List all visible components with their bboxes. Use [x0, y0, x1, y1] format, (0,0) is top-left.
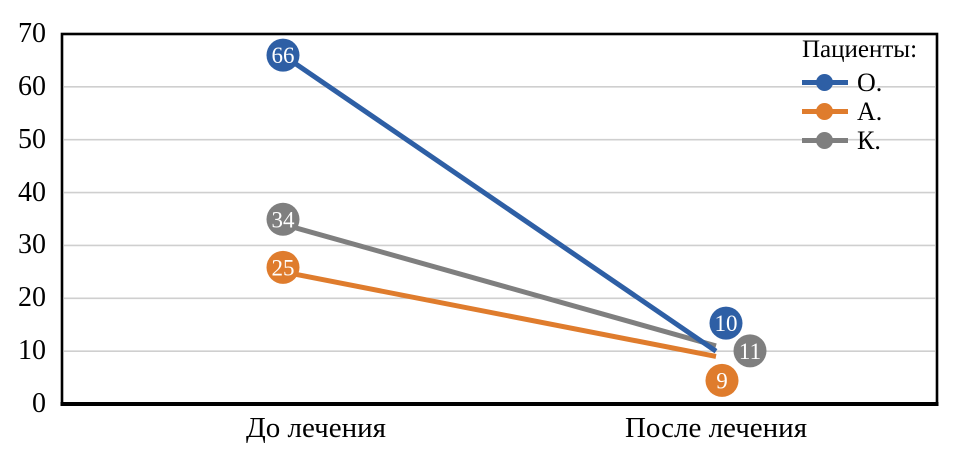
y-axis-tick-label: 10 — [18, 335, 46, 367]
y-axis-tick-label: 40 — [18, 176, 46, 208]
legend-item: О. — [802, 68, 932, 97]
legend-item-label: К. — [857, 125, 881, 155]
data-point-value: 66 — [272, 43, 295, 68]
legend-title: Пациенты: — [802, 36, 918, 63]
y-axis-tick-label: 20 — [18, 282, 46, 314]
data-point-marker — [266, 202, 300, 236]
data-point-marker — [266, 250, 300, 284]
legend-item-label: О. — [857, 67, 883, 97]
data-point-value: 11 — [739, 339, 761, 364]
legend-item: А. — [802, 97, 932, 126]
data-point-value: 34 — [272, 207, 296, 232]
legend-item-label: А. — [857, 96, 883, 126]
y-axis-tick-label: 70 — [18, 18, 46, 49]
y-axis-tick-label: 30 — [18, 229, 46, 261]
y-axis-tick-label: 0 — [32, 388, 46, 419]
data-point-value: 9 — [716, 368, 728, 393]
legend-marker-icon — [802, 74, 848, 91]
legend-marker-icon — [802, 132, 848, 149]
legend-marker-icon — [802, 103, 848, 120]
data-point-value: 10 — [715, 311, 738, 336]
data-point-marker — [705, 363, 739, 397]
legend: Пациенты: О. А. К. — [802, 36, 932, 155]
data-point-marker — [709, 306, 743, 340]
x-axis-label-after-treatment: После лечения — [624, 412, 808, 444]
series-line-1 — [281, 53, 718, 354]
data-point-marker — [733, 334, 767, 368]
y-axis-tick-label: 50 — [18, 123, 46, 155]
series-line-2 — [282, 269, 717, 359]
y-axis-tick-label: 60 — [18, 70, 46, 102]
data-point-marker — [266, 38, 300, 72]
data-point-value: 25 — [272, 255, 295, 280]
series-line-3 — [282, 221, 717, 349]
x-axis-label-before-treatment: До лечения — [246, 412, 386, 444]
legend-item: К. — [802, 126, 932, 155]
